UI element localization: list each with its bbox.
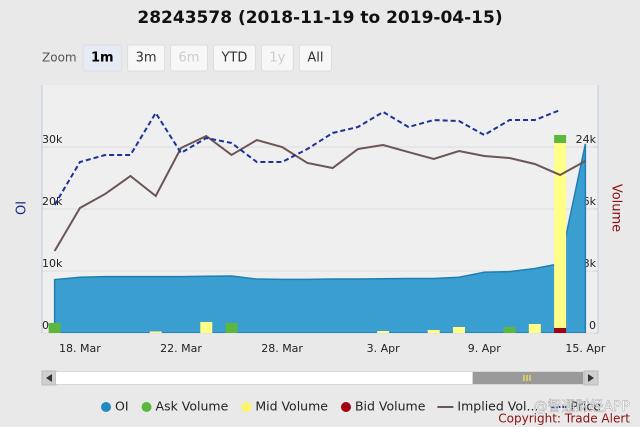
x-tick-label: 15. Apr [565,342,605,355]
volume-bar [503,327,516,333]
x-tick-label: 3. Apr [367,342,400,355]
zoom-button-bg [127,44,166,72]
zoom-button-label: All [307,51,323,66]
thumb-grip [523,375,531,381]
volume-bar [149,331,162,333]
x-tick-label: 18. Mar [59,342,101,355]
plot-series [48,109,587,333]
chart-title: 28243578 (2018-11-19 to 2019-04-15) [137,8,502,28]
legend-symbol [241,402,252,412]
zoom-button: 6m [170,44,208,72]
legend-label: Bid Volume [355,399,426,414]
x-tick-label: 28. Mar [261,342,303,355]
zoom-button-label: 1y [269,51,285,66]
legend-symbol [141,402,152,412]
legend-label: Price [570,399,601,414]
y2-axis-title: Volume [609,184,624,232]
y-axis-title: OI [15,201,30,215]
zoom-button-label: 1m [91,51,114,66]
arrow-left [46,374,52,382]
volume-bar [225,323,238,333]
zoom-button-bg [298,44,332,72]
watermark: @智通财经APP [534,399,630,415]
zoom-button-label: YTD [220,51,247,66]
legend-item[interactable]: OI [101,399,129,414]
y-tick-label: 0 [42,319,49,332]
zoom-button[interactable]: YTD [212,44,256,72]
y2-tick-label: 0 [589,319,596,332]
legend-symbol [101,402,111,412]
volume-bar [48,322,61,333]
scrollbar-thumb[interactable] [473,372,583,384]
legend-label: Mid Volume [255,399,328,414]
volume-bar [554,142,567,328]
volume-bar [453,327,465,333]
zoom-button[interactable]: All [298,44,332,72]
scrollbar-area [56,372,472,384]
y2-tick-label: 8k [583,257,597,270]
x-tick-label: 22. Mar [160,342,202,355]
legend-symbol [340,402,351,412]
volume-bar [427,329,440,333]
legend-label: Implied Vol... [457,399,538,414]
volume-bar [200,321,213,333]
legend-item[interactable]: Price [550,399,601,414]
volume-bar [554,134,567,143]
zoom-button-bg [82,44,123,72]
legend-label: Ask Volume [156,399,229,414]
zoom-button-bg [212,44,256,72]
zoom-button[interactable]: 1m [82,44,123,72]
legend-item[interactable]: Bid Volume [340,399,426,414]
legend-item[interactable]: Mid Volume [241,399,328,414]
navigator[interactable] [41,370,599,386]
credits: Copyright: Trade Alert [498,412,630,426]
zoom-button[interactable]: 3m [127,44,166,72]
volume-bar [554,327,567,333]
legend-label: OI [115,399,129,414]
zoom-label: Zoom [42,51,77,65]
zoom-button-label: 3m [136,51,157,66]
y-tick-label: 20k [42,195,63,208]
y-tick-label: 10k [42,257,63,270]
volume-bar [528,324,541,333]
legend-item[interactable]: Ask Volume [141,399,229,414]
y2-tick-label: 24k [576,133,597,146]
zoom-button-bg [260,44,294,72]
line [53,134,586,252]
x-tick-label: 9. Apr [468,342,501,355]
line [53,109,561,206]
zoom-button-bg [170,44,208,72]
zoom-button: 1y [260,44,294,72]
volume-bar [377,330,390,333]
y-tick-label: 30k [42,133,63,146]
legend-item[interactable]: Implied Vol... [437,399,538,414]
zoom-button-label: 6m [179,51,200,66]
arrow-right [588,374,594,382]
